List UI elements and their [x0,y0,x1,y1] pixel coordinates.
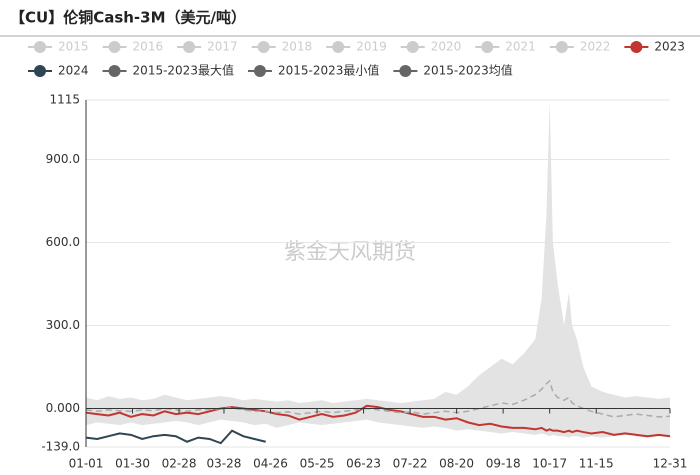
x-tick-label: 06-23 [346,457,381,471]
legend-item[interactable]: 2015-2023最大值 [102,63,234,78]
y-tick-label: -139.0 [41,440,80,454]
series-line [85,429,266,445]
legend-dot [630,41,643,53]
plot-area [85,99,671,448]
x-tick-label: 07-22 [393,457,428,471]
legend-item[interactable]: 2024 [28,64,89,78]
legend-label: 2020 [431,40,462,54]
legend-item[interactable]: 2019 [326,40,387,54]
legend-label: 2021 [505,40,536,54]
legend-dot [108,41,121,53]
legend-label: 2017 [207,40,238,54]
x-tick-label: 11-15 [579,457,614,471]
legend-dot [34,65,46,77]
legend-label: 2019 [356,40,387,54]
legend-dot [481,41,494,53]
x-tick-label: 01-01 [69,457,104,471]
y-tick-label: 900.0 [46,152,80,166]
legend-label: 2015-2023均值 [423,63,512,78]
legend-dot [332,41,345,53]
x-tick-label: 03-28 [207,457,242,471]
legend-label: 2024 [58,64,89,78]
legend-item[interactable]: 2020 [400,40,462,54]
y-tick-label: 0.000 [46,401,80,415]
legend-dot [399,65,412,77]
legend-dot [183,41,196,53]
legend-item[interactable]: 2022 [549,40,611,54]
legend-item[interactable]: 2017 [177,40,238,54]
legend-label: 2022 [580,40,611,54]
legend-item[interactable]: 2015-2023均值 [393,63,513,78]
legend-item[interactable]: 2023 [624,40,685,54]
legend-dot [555,41,568,53]
legend-label: 2018 [282,40,313,54]
legend-item[interactable]: 2015 [28,40,89,54]
legend-dot [34,41,46,53]
range-area [86,100,670,409]
x-tick-label: 02-28 [162,457,197,471]
x-tick-label: 01-30 [115,457,150,471]
legend-label: 2015 [58,40,89,54]
legend-dot [253,65,266,77]
x-tick-label: 08-20 [439,457,474,471]
legend-dot [108,65,121,77]
legend-label: 2015-2023最小值 [278,63,379,78]
x-tick-label: 12-31 [653,457,688,471]
x-tick-label: 09-18 [486,457,521,471]
legend-dot [257,41,270,53]
legend-item[interactable]: 2016 [102,40,164,54]
legend-label: 2023 [654,40,685,54]
legend-dot [406,41,419,53]
x-tick-label: 04-26 [253,457,288,471]
x-tick-label: 10-17 [532,457,567,471]
legend-label: 2015-2023最大值 [133,63,234,78]
chart-title: 【CU】伦铜Cash-3M（美元/吨） [10,9,246,27]
y-tick-label: 1115 [49,93,80,107]
y-tick-label: 300.0 [46,318,80,332]
x-tick-label: 05-25 [300,457,335,471]
series-line [85,379,671,418]
legend-item[interactable]: 2018 [251,40,313,54]
range-area [86,408,670,438]
legend-label: 2016 [133,40,164,54]
watermark: 紫金天风期货 [284,240,416,265]
legend-item[interactable]: 2021 [475,40,536,54]
series-line [85,404,671,438]
y-tick-label: 600.0 [46,235,80,249]
legend-item[interactable]: 2015-2023最小值 [247,63,379,78]
